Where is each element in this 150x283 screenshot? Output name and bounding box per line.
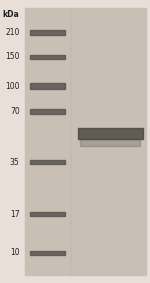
Bar [30, 55, 65, 59]
Bar [30, 83, 65, 89]
Text: 35: 35 [10, 158, 20, 167]
Text: 10: 10 [10, 248, 20, 257]
Text: 100: 100 [5, 82, 20, 91]
Text: kDa: kDa [3, 10, 20, 19]
Text: 17: 17 [10, 210, 20, 219]
Text: 150: 150 [5, 52, 20, 61]
Bar [30, 251, 65, 254]
Bar [30, 30, 65, 35]
Bar [25, 8, 146, 275]
Text: 210: 210 [5, 28, 20, 37]
Bar [30, 109, 65, 114]
Text: 70: 70 [10, 108, 20, 116]
Bar [30, 160, 65, 164]
Bar [30, 213, 65, 216]
Bar [80, 139, 140, 146]
Bar [78, 128, 143, 139]
